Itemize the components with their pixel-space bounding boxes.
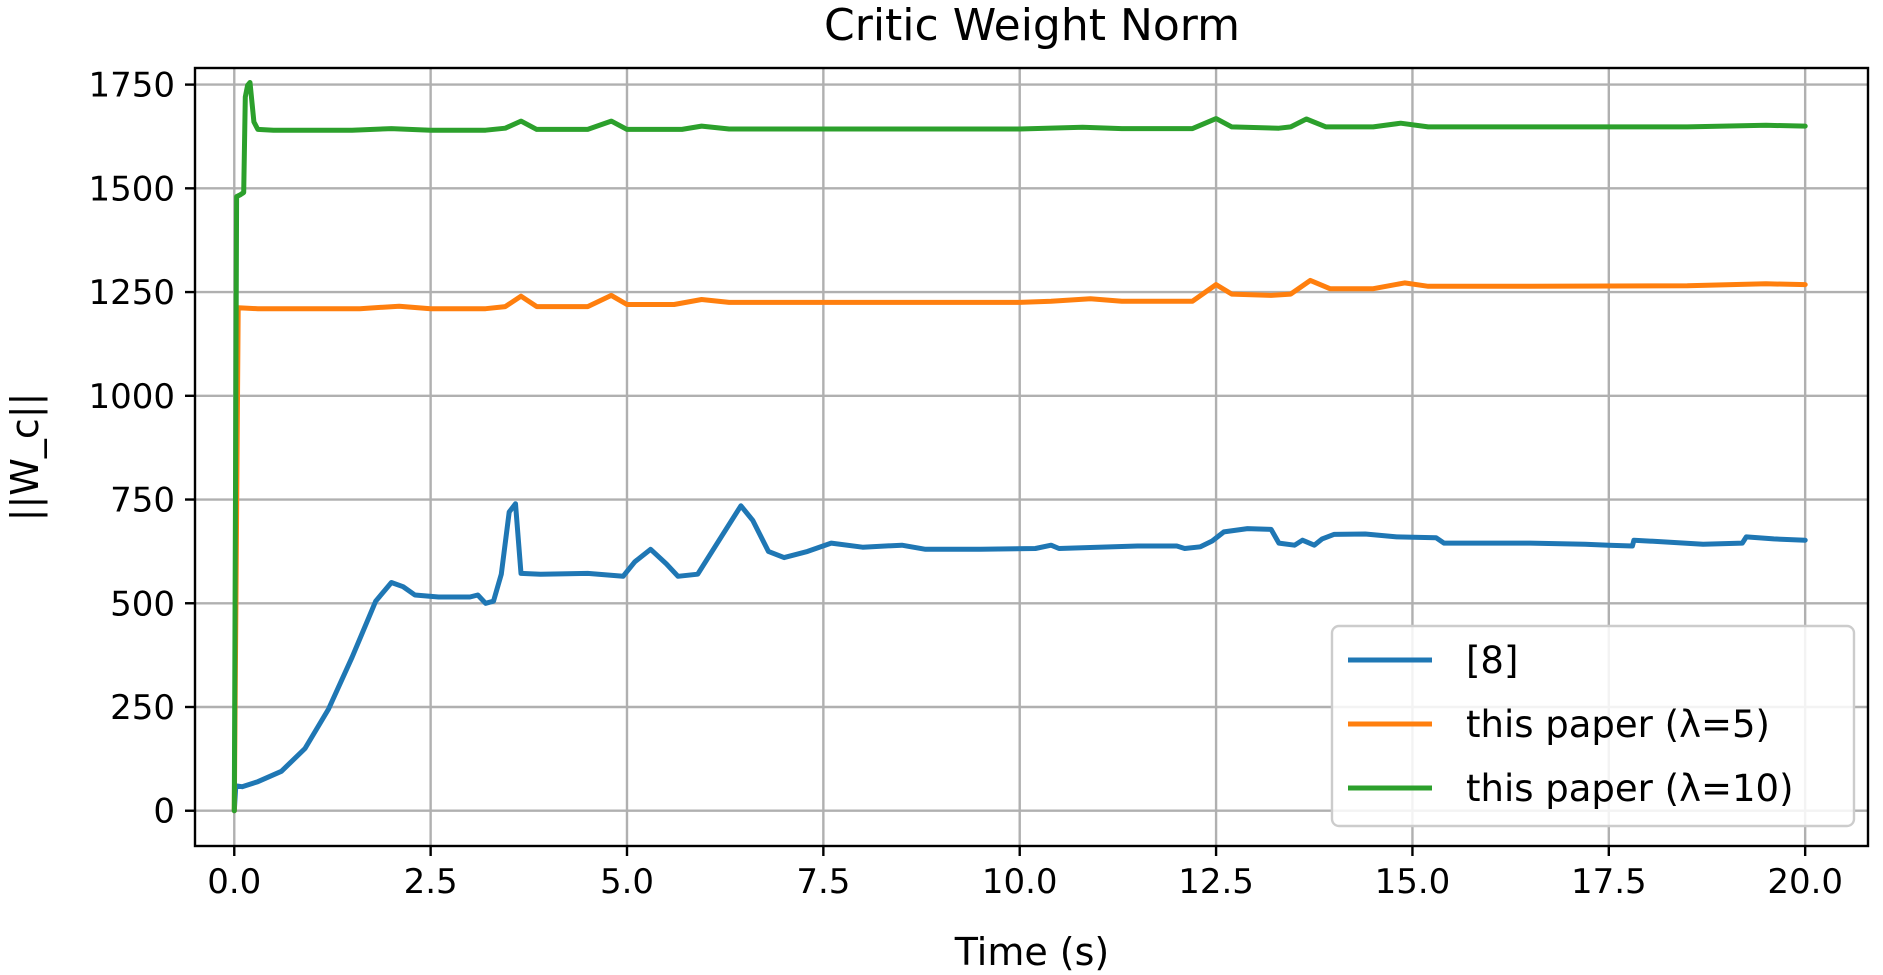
- legend-label: [8]: [1466, 639, 1518, 682]
- x-tick-label: 15.0: [1375, 862, 1451, 902]
- x-axis-ticks: 0.0 2.5 5.0 7.5 10.0 12.5 15.0 17.5 20.0: [207, 846, 1843, 902]
- x-tick-label: 2.5: [404, 862, 458, 902]
- x-tick-label: 12.5: [1178, 862, 1254, 902]
- y-axis-label: ||W_c||: [3, 393, 48, 522]
- x-tick-label: 0.0: [207, 862, 261, 902]
- y-tick-label: 500: [110, 584, 175, 624]
- y-tick-label: 750: [110, 481, 175, 521]
- chart-title: Critic Weight Norm: [824, 0, 1240, 51]
- legend-label: this paper (λ=10): [1466, 767, 1794, 810]
- y-tick-label: 1250: [88, 273, 175, 313]
- x-tick-label: 10.0: [982, 862, 1058, 902]
- plot-area-frame: [193, 66, 1870, 848]
- x-axis-label: Time (s): [954, 930, 1110, 974]
- x-tick-label: 7.5: [796, 862, 850, 902]
- series-line-2: [231, 277, 1808, 814]
- legend-label: this paper (λ=5): [1466, 703, 1770, 746]
- x-tick-label: 20.0: [1767, 862, 1843, 902]
- legend-box: [1330, 624, 1856, 828]
- series-line-1: [231, 501, 1808, 814]
- x-tick-label: 5.0: [600, 862, 654, 902]
- y-axis-ticks: 0 250 500 750 1000 1250 1500 1750: [88, 66, 195, 832]
- y-tick-label: 0: [153, 792, 175, 832]
- series-lines: [231, 80, 1808, 814]
- y-tick-label: 250: [110, 688, 175, 728]
- series-line-3: [231, 80, 1808, 814]
- y-tick-label: 1750: [88, 66, 175, 106]
- legend: [8] this paper (λ=5) this paper (λ=10): [1330, 624, 1856, 828]
- y-tick-label: 1500: [88, 169, 175, 209]
- x-tick-label: 17.5: [1571, 862, 1647, 902]
- y-tick-label: 1000: [88, 377, 175, 417]
